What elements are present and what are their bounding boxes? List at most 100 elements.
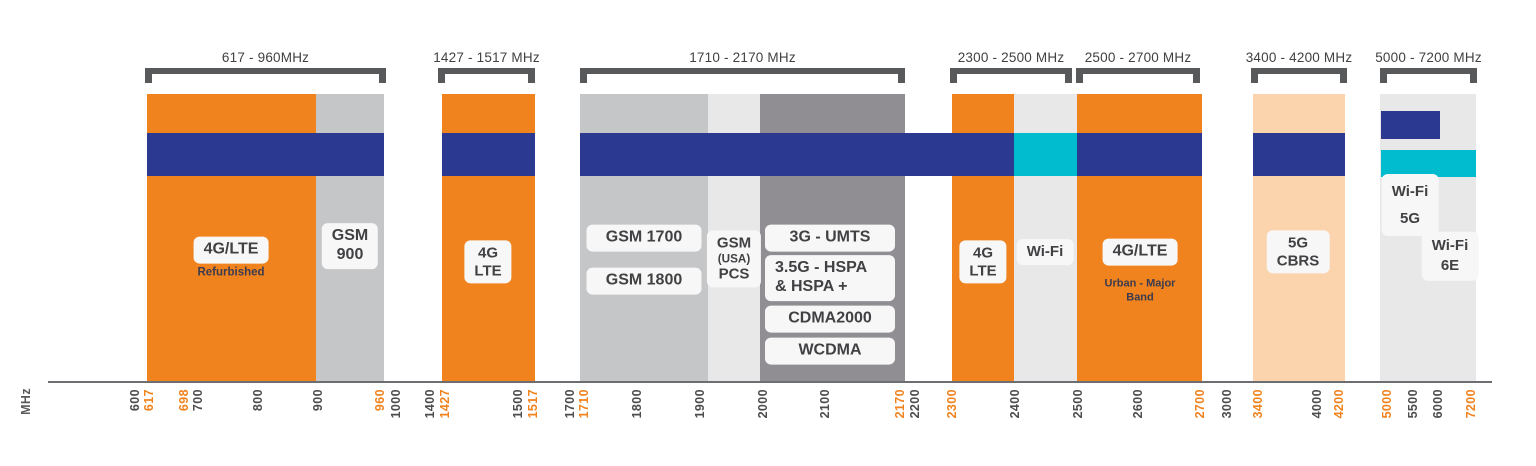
axis-tick-text: 2000: [756, 389, 770, 419]
axis-tick-label: 1400: [422, 388, 438, 418]
range-bracket-cap-left: [1251, 68, 1258, 83]
axis-tick-label: 900: [310, 388, 326, 411]
band-label-line: GSM 1800: [605, 271, 683, 289]
axis-unit-label: MHz: [18, 387, 34, 415]
axis-tick-label: 700: [190, 388, 206, 411]
band-label-line: 5G: [1287, 234, 1309, 252]
axis-tick-label: 3000: [1219, 388, 1235, 418]
range-bracket-cap-left: [145, 68, 152, 83]
range-label: 617 - 960MHz: [221, 50, 310, 65]
axis-tick-text: 4000: [1310, 389, 1324, 419]
axis-tick-label: 1427: [437, 388, 453, 418]
range-bracket-bar: [1251, 68, 1347, 74]
highlight-band-segment: [1253, 133, 1345, 176]
axis-tick-label: 960: [372, 388, 388, 411]
axis-tick-label: 2170: [892, 388, 908, 418]
axis-tick-text: 1800: [630, 389, 644, 419]
band-label-box: 4G LTE: [959, 240, 1007, 284]
band-label-line: 5G: [1399, 210, 1420, 227]
range-bracket-cap-left: [950, 68, 957, 83]
range-bracket-bar: [950, 68, 1072, 74]
axis-tick-label: 3400: [1250, 388, 1266, 418]
axis-tick-text: 7200: [1464, 389, 1478, 419]
axis-tick-text: 4200: [1332, 389, 1346, 419]
axis-tick-text: 2100: [818, 389, 832, 419]
range-bracket-bar: [145, 68, 386, 74]
band-label-box: WCDMA: [765, 337, 895, 365]
axis-tick-text: 5500: [1406, 389, 1420, 419]
range-bracket-cap-right: [1193, 68, 1200, 83]
axis-tick-label: 1500: [510, 388, 526, 418]
axis-tick-label: 1900: [692, 388, 708, 418]
band-label-line: GSM 1700: [605, 228, 683, 246]
range-bracket-bar: [438, 68, 535, 74]
axis-tick-text: 1400: [423, 389, 437, 419]
band-label-box: 4G LTE: [464, 240, 512, 284]
range-bracket-bar: [580, 68, 905, 74]
axis-tick-text: 2170: [893, 389, 907, 419]
range-bracket-cap-left: [1076, 68, 1083, 83]
band-label-line: Band: [1126, 292, 1154, 304]
axis-tick-text: 900: [311, 389, 325, 412]
axis-tick-text: 2400: [1008, 389, 1022, 419]
band-label-line: & HSPA +: [775, 278, 848, 295]
band-label-box: 5G CBRS: [1266, 230, 1330, 274]
axis-tick-label: 2000: [755, 388, 771, 418]
axis-tick-text: 1517: [526, 389, 540, 419]
range-bracket-cap-left: [438, 68, 445, 83]
axis-tick-label: 4200: [1331, 388, 1347, 418]
x-axis-line: [48, 381, 1492, 383]
range-label: 1710 - 2170 MHz: [689, 50, 796, 65]
band-label-box: 4G/LTE: [193, 236, 269, 264]
band-label-line: GSM: [331, 227, 369, 245]
axis-tick-text: 800: [251, 389, 265, 412]
axis-tick-text: 1000: [389, 389, 403, 419]
band-label-line: PCS: [718, 265, 750, 283]
range-label: 1427 - 1517 MHz: [433, 50, 540, 65]
band-label-line: CBRS: [1276, 252, 1320, 269]
highlight-band-segment: [147, 133, 384, 176]
axis-unit-text: MHz: [19, 388, 33, 415]
highlight-band-segment: [1014, 133, 1077, 176]
axis-tick-label: 2700: [1192, 388, 1208, 418]
axis-tick-label: 2200: [907, 388, 923, 418]
axis-tick-text: 960: [373, 389, 387, 412]
band-label-line: 900: [336, 246, 364, 263]
axis-tick-label: 1800: [629, 388, 645, 418]
band-label-line: 4G/LTE: [203, 240, 259, 258]
band-label-line: Wi-Fi: [1026, 243, 1064, 261]
axis-tick-text: 700: [191, 389, 205, 412]
axis-tick-text: 3000: [1220, 389, 1234, 419]
band-label-line: 3.5G - HSPA: [775, 259, 868, 277]
axis-tick-label: 1000: [388, 388, 404, 418]
band-label-line: Refurbished: [197, 266, 265, 279]
axis-tick-label: 800: [250, 388, 266, 411]
band-label-box: GSM 1800: [586, 267, 702, 295]
band-label-box: GSM (USA) PCS: [706, 230, 762, 288]
range-label: 5000 - 7200 MHz: [1375, 50, 1482, 65]
range-bracket-cap-right: [528, 68, 535, 83]
axis-tick-label: 6000: [1430, 388, 1446, 418]
range-bracket-bar: [1076, 68, 1200, 74]
highlight-band-segment: [1077, 133, 1202, 176]
axis-tick-text: 6000: [1431, 389, 1445, 419]
axis-tick-text: 1710: [577, 389, 591, 419]
band-label-line: 4G/LTE: [1112, 242, 1168, 260]
band-label-line: (USA): [717, 252, 751, 266]
range-bracket-cap-left: [580, 68, 587, 83]
axis-tick-label: 2300: [944, 388, 960, 418]
range-label: 2300 - 2500 MHz: [957, 50, 1065, 65]
axis-tick-text: 2300: [945, 389, 959, 419]
band-label-line: 3G - UMTS: [789, 228, 871, 246]
axis-tick-label: 2500: [1070, 388, 1086, 418]
band-label-box: GSM 1700: [586, 224, 702, 252]
axis-tick-label: 1710: [576, 388, 592, 418]
axis-tick-label: 2600: [1130, 388, 1146, 418]
band-label-line: LTE: [969, 262, 997, 279]
band-label-line: Wi-Fi: [1391, 183, 1429, 200]
axis-tick-text: 2500: [1071, 389, 1085, 419]
band-label-line: 6E: [1440, 257, 1460, 274]
axis-tick-text: 3400: [1251, 389, 1265, 419]
axis-tick-label: 5500: [1405, 388, 1421, 418]
